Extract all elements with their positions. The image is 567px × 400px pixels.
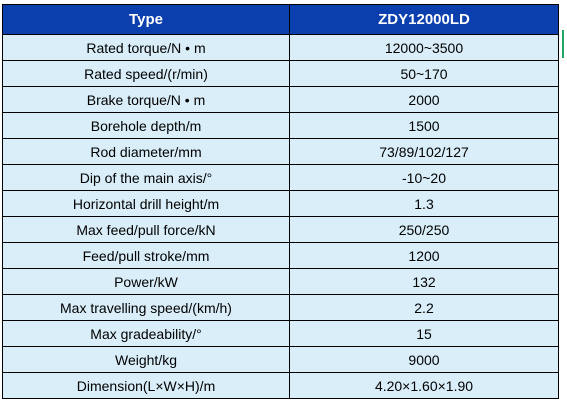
parameter-value-cell[interactable]: 2000 [289,86,559,113]
parameter-name-cell[interactable]: Weight/kg [2,346,290,373]
table-header-row: Type ZDY12000LD [2,4,559,35]
cell-selection-edge [562,30,564,58]
parameter-name-cell[interactable]: Max gradeability/° [2,320,290,347]
parameter-name-cell[interactable]: Rod diameter/mm [2,138,290,165]
header-cell-type[interactable]: Type [2,4,290,35]
parameter-value-cell[interactable]: 50~170 [289,60,559,87]
specification-table: Type ZDY12000LD Rated torque/N • m 12000~… [2,4,559,399]
table-row: Borehole depth/m 1500 [2,112,559,139]
parameter-value-cell[interactable]: 1200 [289,242,559,269]
parameter-value-cell[interactable]: 132 [289,268,559,295]
table-row: Rated speed/(r/min) 50~170 [2,60,559,87]
parameter-name-cell[interactable]: Borehole depth/m [2,112,290,139]
header-cell-model[interactable]: ZDY12000LD [289,4,559,35]
parameter-name-cell[interactable]: Dip of the main axis/° [2,164,290,191]
table-row: Max travelling speed/(km/h) 2.2 [2,294,559,321]
table-row: Horizontal drill height/m 1.3 [2,190,559,217]
parameter-name-cell[interactable]: Rated torque/N • m [2,34,290,61]
table-row: Weight/kg 9000 [2,346,559,373]
parameter-value-cell[interactable]: 1500 [289,112,559,139]
parameter-name-cell[interactable]: Horizontal drill height/m [2,190,290,217]
parameter-value-cell[interactable]: 12000~3500 [289,34,559,61]
table-row: Max gradeability/° 15 [2,320,559,347]
table-row: Power/kW 132 [2,268,559,295]
parameter-name-cell[interactable]: Feed/pull stroke/mm [2,242,290,269]
parameter-name-cell[interactable]: Rated speed/(r/min) [2,60,290,87]
table-row: Dip of the main axis/° -10~20 [2,164,559,191]
parameter-name-cell[interactable]: Power/kW [2,268,290,295]
table-row: Max feed/pull force/kN 250/250 [2,216,559,243]
parameter-value-cell[interactable]: 1.3 [289,190,559,217]
parameter-value-cell[interactable]: 9000 [289,346,559,373]
table-row: Feed/pull stroke/mm 1200 [2,242,559,269]
table-row: Brake torque/N • m 2000 [2,86,559,113]
parameter-name-cell[interactable]: Max travelling speed/(km/h) [2,294,290,321]
parameter-name-cell[interactable]: Dimension(L×W×H)/m [2,372,290,399]
parameter-value-cell[interactable]: 15 [289,320,559,347]
table-row: Dimension(L×W×H)/m 4.20×1.60×1.90 [2,372,559,399]
parameter-value-cell[interactable]: 4.20×1.60×1.90 [289,372,559,399]
parameter-name-cell[interactable]: Brake torque/N • m [2,86,290,113]
parameter-value-cell[interactable]: 250/250 [289,216,559,243]
table-row: Rod diameter/mm 73/89/102/127 [2,138,559,165]
table-row: Rated torque/N • m 12000~3500 [2,34,559,61]
parameter-value-cell[interactable]: 73/89/102/127 [289,138,559,165]
parameter-value-cell[interactable]: -10~20 [289,164,559,191]
parameter-value-cell[interactable]: 2.2 [289,294,559,321]
parameter-name-cell[interactable]: Max feed/pull force/kN [2,216,290,243]
table-body: Rated torque/N • m 12000~3500 Rated speed/… [2,34,559,399]
